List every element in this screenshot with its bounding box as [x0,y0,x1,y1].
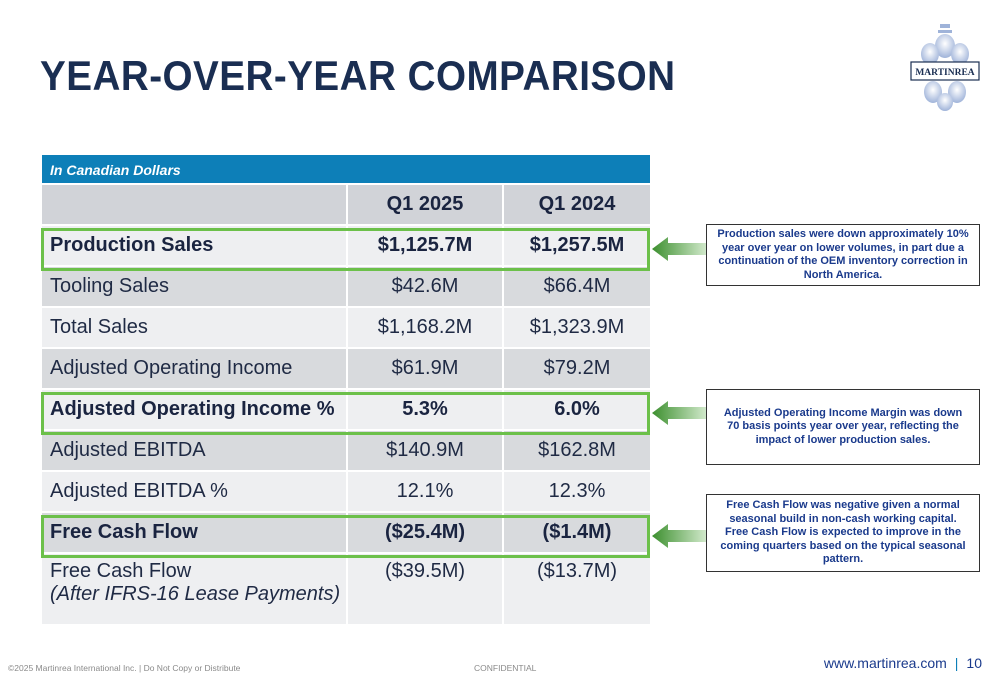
row-label: Total Sales [50,316,148,338]
row-value-q1-2024: ($13.7M) [536,560,618,582]
logo-text: MARTINREA [915,68,974,78]
row-value-q1-2025: $61.9M [391,357,459,379]
arrow-left-icon [652,524,708,548]
martinrea-logo: MARTINREA [910,24,980,111]
row-label: Production Sales [50,234,214,256]
footer-copyright: ©2025 Martinrea International Inc. | Do … [8,663,241,673]
row-label: Adjusted EBITDA % [50,480,228,502]
row-value-q1-2025: $1,125.7M [377,234,473,256]
footer-website-link[interactable]: www.martinrea.com [823,655,947,671]
column-header-q1-2025: Q1 2025 [386,193,464,215]
row-sublabel: (After IFRS-16 Lease Payments) [50,583,341,605]
row-value-q1-2025: 12.1% [396,480,454,502]
footer-confidential: CONFIDENTIAL [474,663,537,673]
comparison-table: In Canadian Dollars Q1 2025 Q1 2024 Prod… [42,155,650,626]
row-value-q1-2024: 6.0% [554,398,600,420]
row-label: Adjusted EBITDA [50,439,206,461]
table-row-total-sales: Total Sales $1,168.2M $1,323.9M [42,308,650,349]
row-label: Adjusted Operating Income % [50,398,335,420]
row-value-q1-2024: $1,323.9M [529,316,625,338]
row-value-q1-2024: $162.8M [538,439,616,461]
note-free-cash-flow: Free Cash Flow was negative given a norm… [706,494,980,572]
table-row-adjusted-ebitda-pct: Adjusted EBITDA % 12.1% 12.3% [42,472,650,513]
note-adjusted-operating-income: Adjusted Operating Income Margin was dow… [706,389,980,465]
row-value-q1-2024: $66.4M [543,275,611,297]
table-caption: In Canadian Dollars [42,155,650,185]
table-row-tooling-sales: Tooling Sales $42.6M $66.4M [42,267,650,308]
row-label: Tooling Sales [50,275,169,297]
table-row-adjusted-ebitda: Adjusted EBITDA $140.9M $162.8M [42,431,650,472]
row-label: Free Cash Flow [50,521,198,543]
page-number: 10 [966,655,982,671]
row-value-q1-2025: 5.3% [402,398,448,420]
page-title: YEAR-OVER-YEAR COMPARISON [40,52,676,99]
footer-separator: | [954,655,959,671]
table-row-adjusted-operating-income-pct: Adjusted Operating Income % 5.3% 6.0% [42,390,650,431]
column-header-q1-2024: Q1 2024 [538,193,616,215]
row-value-q1-2025: $42.6M [391,275,459,297]
table-row-free-cash-flow-after-ifrs16: Free Cash Flow (After IFRS-16 Lease Paym… [42,554,650,626]
arrow-left-icon [652,401,708,425]
row-label: Adjusted Operating Income [50,357,293,379]
row-value-q1-2025: ($39.5M) [384,560,466,582]
table-row-adjusted-operating-income: Adjusted Operating Income $61.9M $79.2M [42,349,650,390]
row-value-q1-2024: 12.3% [548,480,606,502]
row-value-q1-2025: $140.9M [386,439,464,461]
row-value-q1-2024: $1,257.5M [529,234,625,256]
row-value-q1-2025: $1,168.2M [377,316,473,338]
row-value-q1-2024: $79.2M [543,357,611,379]
row-value-q1-2025: ($25.4M) [384,521,466,543]
table-row-production-sales: Production Sales $1,125.7M $1,257.5M [42,226,650,267]
column-header-row: Q1 2025 Q1 2024 [42,185,650,226]
arrow-left-icon [652,237,708,261]
table-row-free-cash-flow: Free Cash Flow ($25.4M) ($1.4M) [42,513,650,554]
note-production-sales: Production sales were down approximately… [706,224,980,286]
row-value-q1-2024: ($1.4M) [542,521,612,543]
footer-right: www.martinrea.com | 10 [824,655,982,671]
row-label: Free Cash Flow [50,560,192,582]
